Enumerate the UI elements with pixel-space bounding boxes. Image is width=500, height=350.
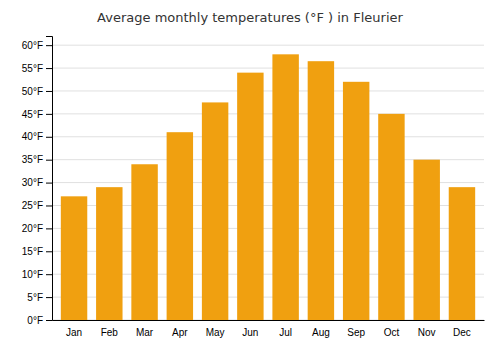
tick-mark [46, 320, 52, 321]
tick-mark [46, 91, 52, 92]
bar [237, 73, 263, 320]
tick-label: 10°F [22, 269, 43, 280]
tick: 10°F [22, 269, 52, 280]
tick-mark [46, 114, 52, 115]
tick-label: Jan [66, 327, 82, 338]
tick: Feb [101, 327, 119, 338]
tick-label: 40°F [22, 131, 43, 142]
tick: Apr [172, 327, 188, 338]
tick-mark [46, 297, 52, 298]
tick: 5°F [27, 292, 52, 303]
tick-label: 30°F [22, 177, 43, 188]
tick-label: 45°F [22, 109, 43, 120]
title: Average monthly temperatures (°F ) in Fl… [97, 10, 403, 25]
tick: 30°F [22, 177, 52, 188]
tick-label: 15°F [22, 246, 43, 257]
tick-label: Feb [101, 327, 119, 338]
grid [52, 45, 484, 320]
tick-label: Apr [172, 327, 188, 338]
tick: 35°F [22, 154, 52, 165]
tick-mark [46, 274, 52, 275]
tick: Aug [312, 327, 330, 338]
tick: Jun [242, 327, 258, 338]
tick: Mar [136, 327, 154, 338]
grid-line [52, 113, 484, 114]
tick: 60°F [22, 40, 52, 51]
tick-mark [46, 160, 52, 161]
tick-label: 35°F [22, 154, 43, 165]
tick-label: Aug [312, 327, 330, 338]
grid-line [52, 136, 484, 137]
bar [61, 196, 87, 320]
tick-label: Sep [347, 327, 365, 338]
axis-line [46, 37, 53, 321]
tick: 40°F [22, 131, 52, 142]
bar [131, 164, 157, 320]
tick: 20°F [22, 223, 52, 234]
bar [343, 82, 369, 320]
tick-mark [46, 137, 52, 138]
tick-label: Oct [384, 327, 400, 338]
tick: Dec [453, 327, 471, 338]
grid-line [52, 45, 484, 46]
tick-label: Nov [418, 327, 436, 338]
y-axis: 0°F 5°F 10°F 15°F 20°F 25°F 30°F 35°F 40°F 45°F 50… [22, 37, 53, 326]
axis-line [53, 320, 485, 321]
bar [413, 160, 439, 320]
chart: 0°F 5°F 10°F 15°F 20°F 25°F 30°F 35°F 40°F 45°F 50… [0, 0, 500, 350]
tick: 45°F [22, 109, 52, 120]
tick-label: 5°F [27, 292, 43, 303]
tick-mark [46, 68, 52, 69]
tick-label: Mar [136, 327, 154, 338]
tick: 25°F [22, 200, 52, 211]
tick-label: Jun [242, 327, 258, 338]
x-axis: Jan Feb Mar Apr May Jun Jul Aug Sep Oct Nov Dec [53, 321, 485, 339]
tick-label: Dec [453, 327, 471, 338]
bar [202, 102, 228, 320]
tick: Jan [66, 327, 82, 338]
bar [449, 187, 475, 320]
tick-label: 55°F [22, 63, 43, 74]
tick: 15°F [22, 246, 52, 257]
tick-label: Jul [279, 327, 292, 338]
tick-label: 60°F [22, 40, 43, 51]
bar [167, 132, 193, 320]
tick-label: 0°F [27, 315, 43, 326]
grid-line [52, 68, 484, 69]
grid-line [52, 90, 484, 91]
bar [308, 61, 334, 320]
tick: Sep [347, 327, 365, 338]
tick-mark [46, 228, 52, 229]
tick: Oct [384, 327, 400, 338]
tick: 55°F [22, 63, 52, 74]
tick-mark [46, 251, 52, 252]
plot: 0°F 5°F 10°F 15°F 20°F 25°F 30°F 35°F 40°F 45°F 50… [22, 37, 485, 339]
tick-label: 20°F [22, 223, 43, 234]
bar [272, 54, 298, 320]
tick: Nov [418, 327, 436, 338]
tick: May [206, 327, 225, 338]
tick-label: May [206, 327, 225, 338]
tick-mark [46, 45, 52, 46]
tick: Jul [279, 327, 292, 338]
tick-label: 50°F [22, 86, 43, 97]
tick-mark [46, 183, 52, 184]
bars [61, 54, 475, 320]
tick-mark [46, 205, 52, 206]
tick: 50°F [22, 86, 52, 97]
tick-label: 25°F [22, 200, 43, 211]
bar [378, 114, 404, 320]
tick: 0°F [27, 315, 52, 326]
bar [96, 187, 122, 320]
